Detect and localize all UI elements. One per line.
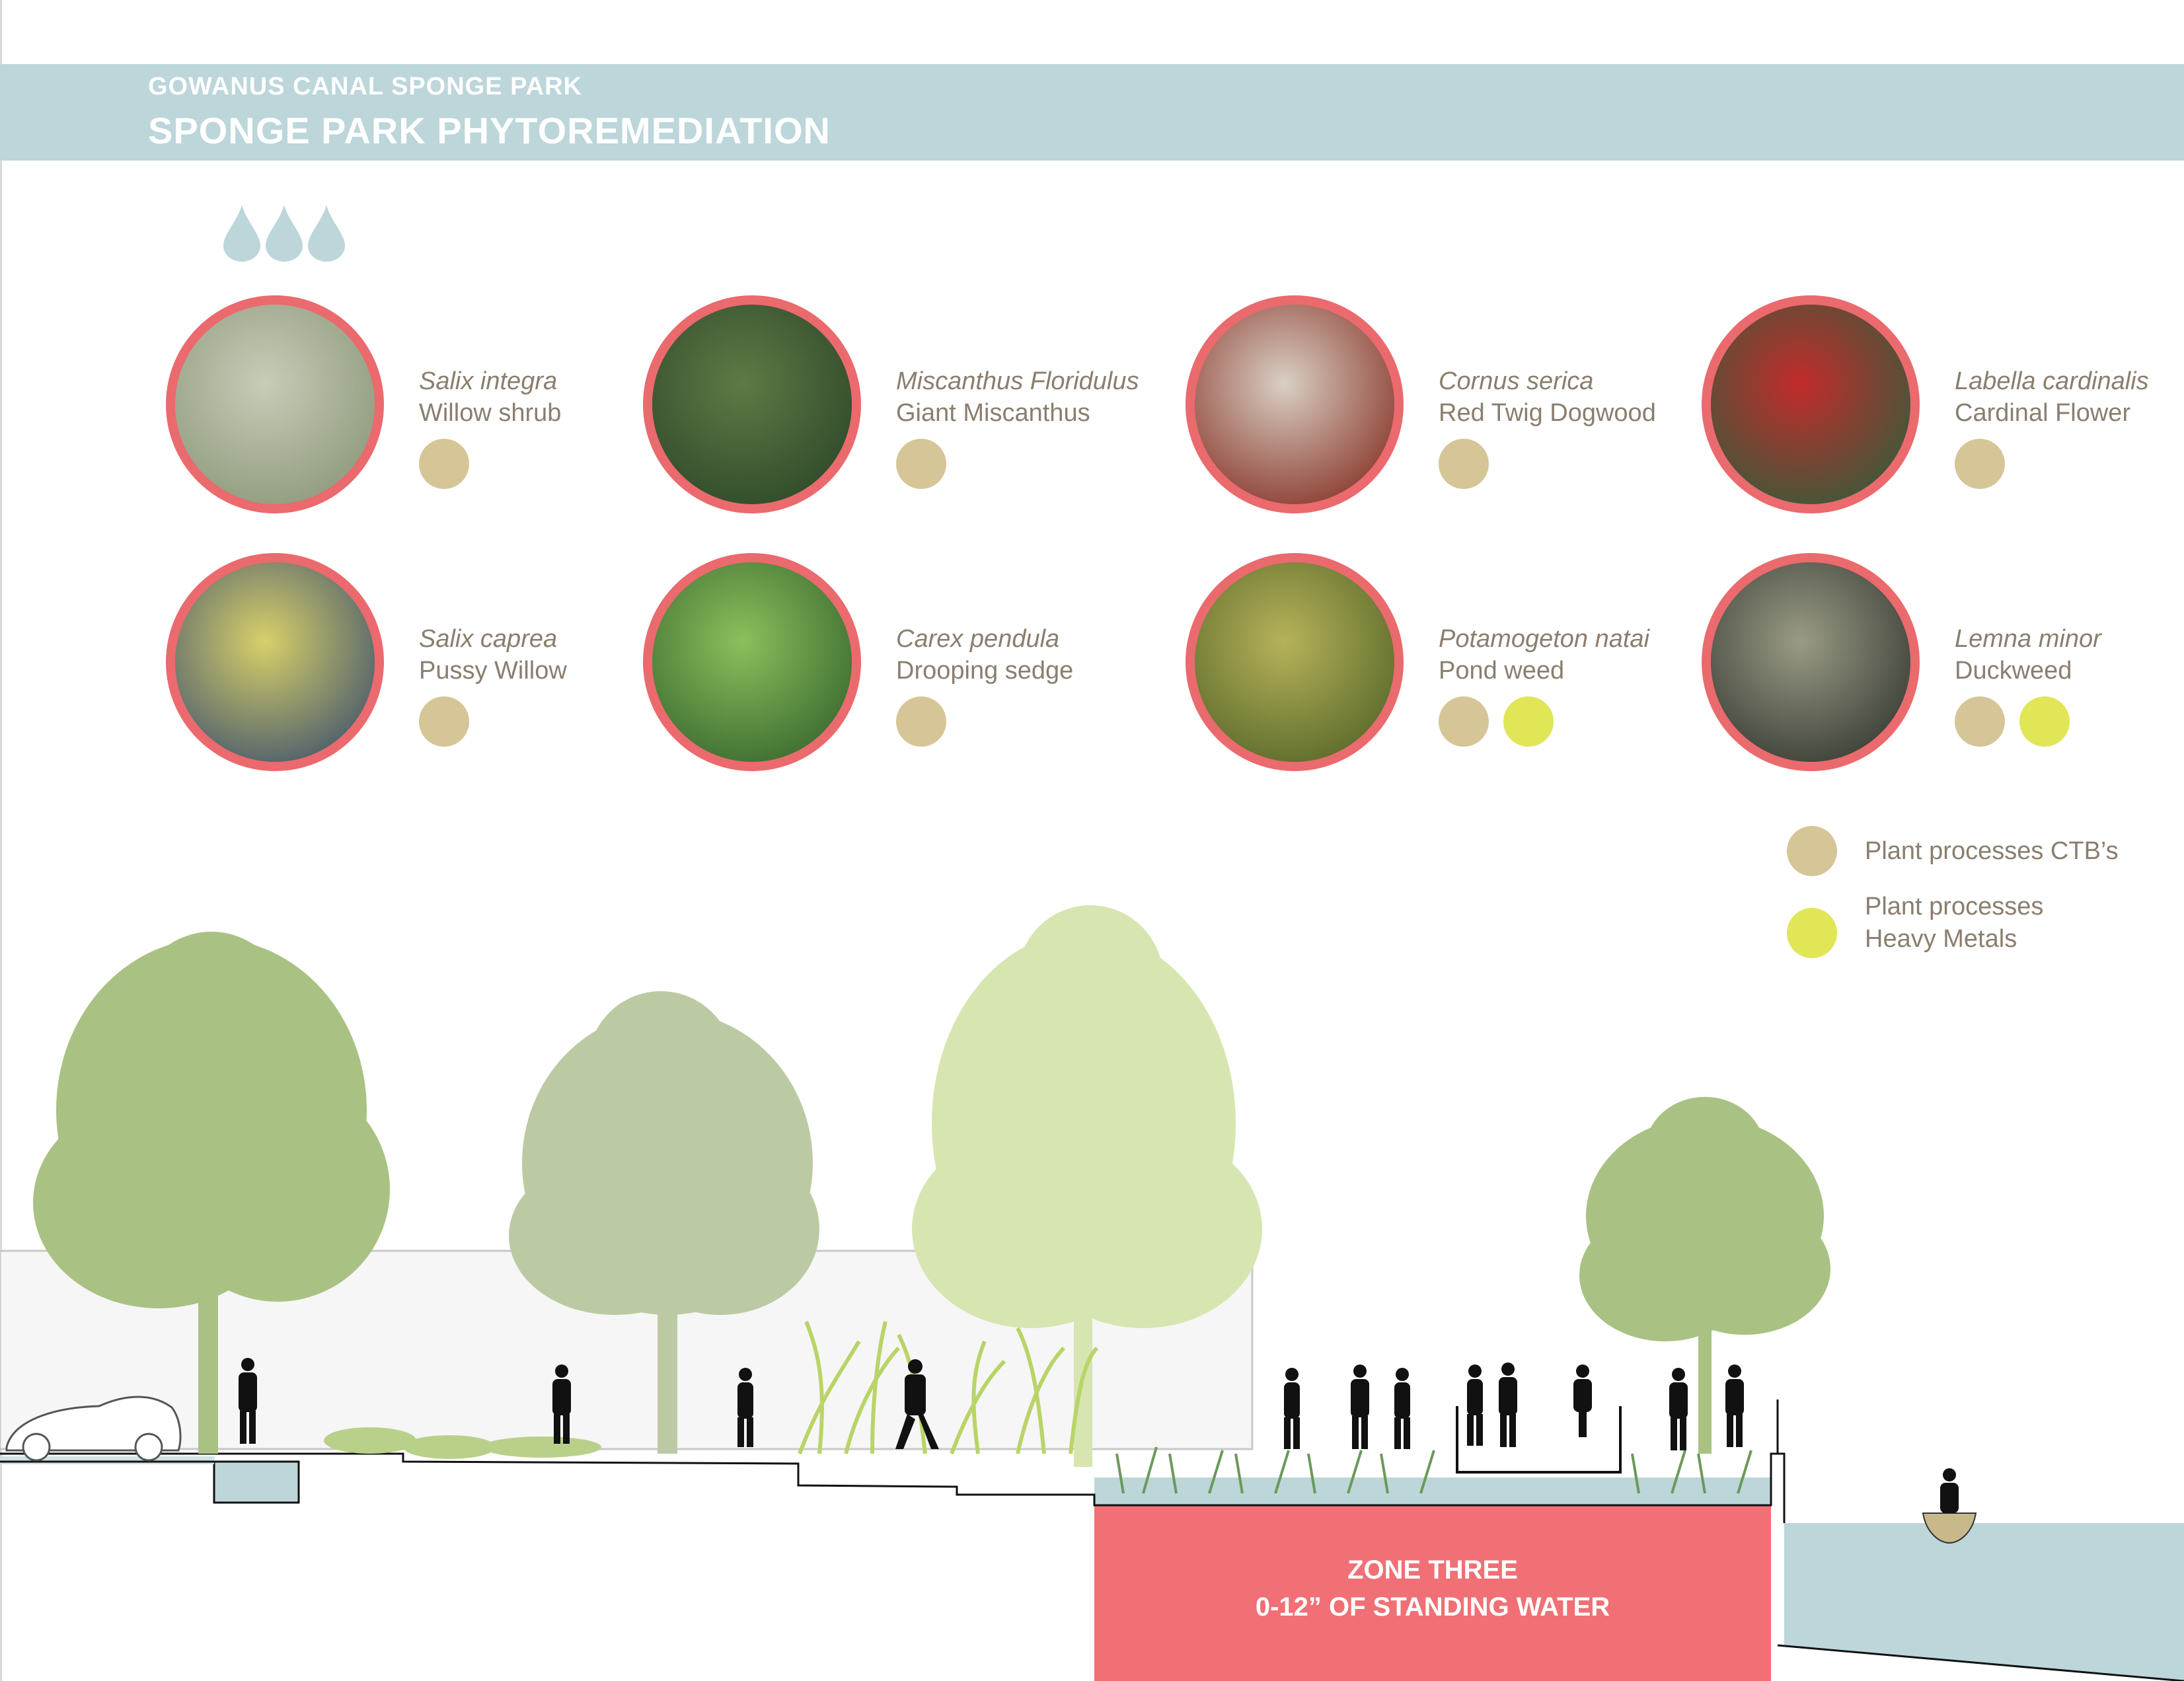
ctb-dot xyxy=(896,696,946,747)
ctb-dot xyxy=(1955,696,2005,747)
boat-icon xyxy=(1922,1468,1977,1544)
zone-three-subtitle: 0-12” OF STANDING WATER xyxy=(1255,1592,1610,1622)
metals-dot xyxy=(1503,696,1554,747)
plant-process-marks xyxy=(1439,439,1503,492)
zone-three-block xyxy=(1094,1505,1771,1681)
header-subtitle: GOWANUS CANAL SPONGE PARK xyxy=(148,73,582,100)
ground-line xyxy=(0,1452,1786,1523)
legend: Plant processes CTB’s Plant processes He… xyxy=(1787,826,2157,965)
plant-photo xyxy=(643,553,861,771)
plant-process-marks xyxy=(419,439,484,492)
wetland-water xyxy=(1094,1477,1771,1505)
plant-common-name: Pond weed xyxy=(1439,657,1565,685)
frame-edge xyxy=(0,0,2,1681)
storage-tank xyxy=(213,1460,300,1504)
boardwalk-deck xyxy=(1456,1406,1622,1474)
site-section-drawing xyxy=(0,905,2184,1681)
ctb-dot xyxy=(896,439,946,489)
plant-card: Potamogeton natai Pond weed xyxy=(1185,552,1780,790)
plant-photo xyxy=(1702,295,1920,513)
plant-card: Salix caprea Pussy Willow xyxy=(165,552,760,790)
plant-process-marks xyxy=(896,439,961,492)
plant-common-name: Drooping sedge xyxy=(896,657,1074,685)
plant-photo xyxy=(1186,553,1404,771)
plant-photo xyxy=(643,295,861,513)
plant-process-marks xyxy=(1439,696,1568,749)
ctb-dot xyxy=(1439,696,1489,747)
ctb-swatch xyxy=(1787,826,1837,876)
tree-4 xyxy=(1579,1097,1830,1454)
ctb-dot xyxy=(1439,439,1489,489)
zone-three-title: ZONE THREE xyxy=(1347,1555,1518,1585)
zone-three-label: ZONE THREE 0-12” OF STANDING WATER xyxy=(1094,1551,1771,1625)
plant-common-name: Cardinal Flower xyxy=(1955,399,2131,427)
plant-card: Lemna minor Duckweed xyxy=(1701,552,2184,790)
ctb-dot xyxy=(419,696,469,747)
plant-latin-name: Salix caprea xyxy=(419,625,558,653)
plant-latin-name: Labella cardinalis xyxy=(1955,367,2149,395)
plant-photo xyxy=(166,553,384,771)
legend-metals-label-2: Heavy Metals xyxy=(1865,925,2017,953)
tall-grasses xyxy=(798,1320,1099,1455)
metals-dot xyxy=(2019,696,2070,747)
metals-swatch xyxy=(1787,908,1837,958)
plant-process-marks xyxy=(1955,696,2084,749)
ctb-dot xyxy=(1955,439,2005,489)
plant-common-name: Giant Miscanthus xyxy=(896,399,1090,427)
plant-photo xyxy=(166,295,384,513)
plant-latin-name: Carex pendula xyxy=(896,625,1060,653)
plant-photo xyxy=(1186,295,1404,513)
plant-common-name: Red Twig Dogwood xyxy=(1439,399,1656,427)
plant-card: Miscanthus Floridulus Giant Miscanthus xyxy=(642,295,1237,533)
legend-metals-label-1: Plant processes xyxy=(1865,893,2044,920)
car-icon xyxy=(5,1396,182,1462)
page-title: SPONGE PARK PHYTOREMEDIATION xyxy=(148,110,831,151)
wetland-plants xyxy=(1115,1446,1752,1494)
plant-card: Carex pendula Drooping sedge xyxy=(642,552,1237,790)
tree-3 xyxy=(912,905,1262,1467)
water-drops-icon xyxy=(223,205,345,262)
legend-ctb: Plant processes CTB’s xyxy=(1787,826,2157,879)
low-shrubs xyxy=(324,1427,601,1459)
plant-photo xyxy=(1702,553,1920,771)
plant-latin-name: Potamogeton natai xyxy=(1439,625,1650,653)
plant-common-name: Willow shrub xyxy=(419,399,562,427)
plant-common-name: Pussy Willow xyxy=(419,657,567,685)
legend-metals: Plant processes Heavy Metals xyxy=(1787,893,2157,974)
plant-latin-name: Cornus serica xyxy=(1439,367,1594,395)
plant-process-marks xyxy=(1955,439,2019,492)
tree-1 xyxy=(33,932,390,1454)
tree-2 xyxy=(509,991,819,1454)
plant-card: Salix integra Willow shrub xyxy=(165,295,760,533)
header-band xyxy=(0,64,2184,161)
plant-process-marks xyxy=(896,696,961,749)
plant-latin-name: Salix integra xyxy=(419,367,558,395)
canal-water xyxy=(1784,1523,2184,1681)
plant-common-name: Duckweed xyxy=(1955,657,2072,685)
plant-card: Cornus serica Red Twig Dogwood xyxy=(1185,295,1780,533)
people-silhouettes xyxy=(239,1358,1744,1450)
plant-latin-name: Lemna minor xyxy=(1955,625,2101,653)
legend-ctb-label: Plant processes CTB’s xyxy=(1865,837,2119,865)
plant-card: Labella cardinalis Cardinal Flower xyxy=(1701,295,2184,533)
plant-latin-name: Miscanthus Floridulus xyxy=(896,367,1139,395)
ctb-dot xyxy=(419,439,469,489)
plant-process-marks xyxy=(419,696,484,749)
